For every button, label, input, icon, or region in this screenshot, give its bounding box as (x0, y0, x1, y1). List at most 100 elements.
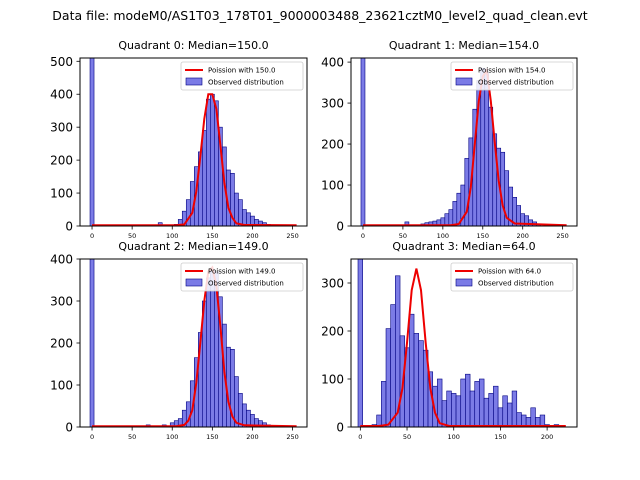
histogram-bar (357, 258, 363, 428)
y-tick-label: 300 (50, 121, 73, 135)
x-tick-label: 100 (166, 433, 178, 441)
histogram-bar (210, 269, 215, 428)
legend-box (180, 262, 304, 292)
histogram-bar (238, 199, 243, 227)
y-tick-label: 200 (50, 337, 73, 351)
histogram-bar (242, 209, 247, 227)
legend: Poission with 64.0 Observed distribution (450, 262, 574, 292)
x-tick-label: 200 (246, 232, 258, 240)
histogram-bar (242, 403, 247, 428)
y-tick-label: 0 (65, 421, 73, 435)
legend-bar-label: Observed distribution (478, 79, 554, 87)
y-tick-label: 300 (50, 295, 73, 309)
y-tick-label: 200 (50, 154, 73, 168)
figure-title: Data file: modeM0/AS1T03_178T01_90000034… (52, 8, 587, 23)
y-tick-label: 200 (321, 138, 344, 152)
axes-frame (350, 57, 578, 227)
subplot-1: Quadrant 1: Median=154.0 0 50 100 150 200 250 0… (321, 39, 578, 240)
legend-box (450, 61, 574, 91)
histogram-bar (469, 390, 476, 428)
histogram-bar (418, 340, 424, 428)
x-tick-label: 0 (90, 232, 94, 240)
histogram-bar (385, 328, 391, 428)
legend-bar-swatch (185, 278, 203, 287)
x-tick-label: 100 (437, 232, 449, 240)
y-tick-label: 300 (321, 277, 344, 291)
x-tick-label: 200 (516, 232, 528, 240)
x-tick-label: 250 (286, 232, 298, 240)
y-tick-label: 300 (321, 97, 344, 111)
legend-bar-label: Observed distribution (208, 79, 284, 87)
legend: Poission with 149.0 Observed distribution (180, 262, 304, 292)
legend: Poission with 150.0 Observed distribution (180, 61, 304, 91)
legend-line-label: Poission with 150.0 (208, 67, 276, 75)
histogram-bar (446, 390, 452, 428)
y-tick-label: 100 (50, 187, 73, 201)
x-tick-label: 100 (448, 433, 460, 441)
x-tick-label: 100 (166, 232, 178, 240)
histogram-bar (516, 412, 522, 428)
histogram-bar (530, 407, 536, 428)
histogram-bar (464, 158, 470, 227)
legend: Poission with 154.0 Observed distribution (450, 61, 574, 91)
subplot-title: Quadrant 3: Median=64.0 (392, 240, 535, 253)
subplot-title: Quadrant 2: Median=149.0 (118, 240, 268, 253)
axes-frame (79, 57, 308, 227)
y-tick-label: 100 (50, 379, 73, 393)
poisson-curve (92, 93, 297, 227)
x-tick-label: 150 (206, 232, 218, 240)
histogram-bar (474, 381, 480, 428)
x-tick-label: 250 (556, 232, 568, 240)
histogram-bar (479, 378, 485, 428)
legend-box (180, 61, 304, 91)
subplot-title: Quadrant 0: Median=150.0 (118, 39, 268, 52)
y-tick-label: 500 (50, 55, 73, 69)
histogram-bar (507, 402, 513, 428)
histogram-bar (360, 57, 366, 227)
y-tick-label: 0 (65, 220, 73, 234)
y-tick-label: 100 (321, 373, 344, 387)
subplot-3: Quadrant 3: Median=64.0 0 50 100 150 200 0 100 2… (321, 240, 578, 441)
histogram-bar (448, 209, 454, 227)
histogram-bar (460, 378, 466, 428)
histogram-bar (444, 213, 450, 227)
histogram-bar (89, 258, 95, 428)
histogram-bar (413, 333, 420, 428)
histogram-bar (390, 304, 396, 428)
x-tick-label: 150 (206, 433, 218, 441)
x-tick-label: 200 (246, 433, 258, 441)
legend-line-label: Poission with 154.0 (478, 67, 546, 75)
histogram-bar (511, 390, 518, 428)
y-tick-label: 0 (336, 220, 344, 234)
histogram-bar (483, 397, 490, 428)
y-tick-label: 400 (321, 56, 344, 70)
histogram-bar (488, 393, 494, 428)
legend-bar-swatch (455, 77, 473, 86)
x-tick-label: 250 (286, 433, 298, 441)
legend-bar-swatch (455, 278, 473, 287)
histogram-bar (465, 373, 471, 428)
x-tick-label: 50 (399, 232, 407, 240)
y-tick-label: 200 (321, 325, 344, 339)
histogram-bar (238, 393, 243, 428)
histogram-bar (500, 151, 506, 227)
histogram-bar (210, 93, 215, 227)
histogram-bar (451, 393, 457, 428)
histogram-bar (497, 407, 504, 428)
y-tick-label: 400 (50, 88, 73, 102)
histogram-bar (502, 395, 508, 428)
histogram-bar (452, 201, 458, 227)
histogram-bar (455, 395, 462, 428)
legend-line-label: Poission with 149.0 (208, 268, 276, 276)
x-tick-label: 150 (494, 433, 506, 441)
x-tick-label: 150 (477, 232, 489, 240)
x-tick-label: 0 (90, 433, 94, 441)
x-tick-label: 200 (541, 433, 553, 441)
histogram-bar (484, 72, 490, 227)
y-tick-label: 0 (336, 421, 344, 435)
histogram-bar (441, 400, 448, 428)
histogram-bar (480, 67, 486, 227)
x-tick-label: 0 (361, 232, 365, 240)
x-tick-label: 50 (403, 433, 411, 441)
